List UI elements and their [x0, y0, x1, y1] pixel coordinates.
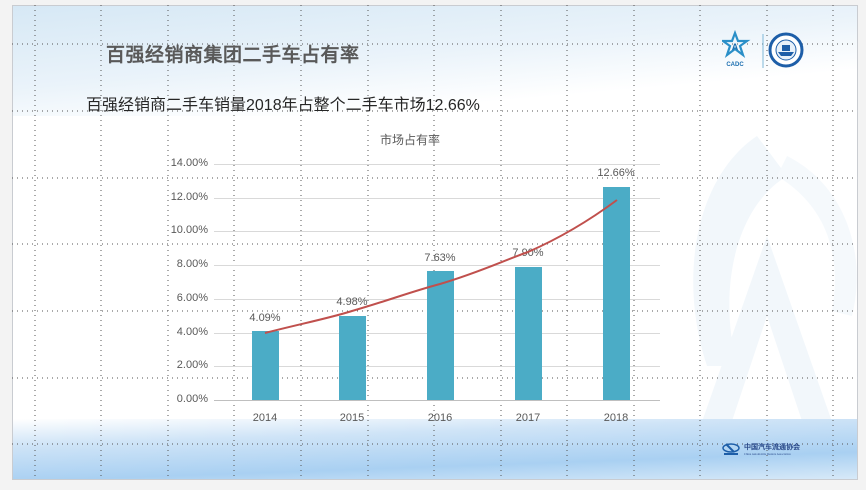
footer-org-name-en: China Automobile Dealers Association [744, 452, 791, 456]
chart-title: 市场占有率 [380, 133, 441, 147]
slide-title: 百强经销商集团二手车占有率 [106, 45, 360, 66]
data-label-2016: 7.63% [424, 252, 456, 264]
x-tick: 2018 [603, 412, 629, 424]
association-logo-icon [722, 443, 740, 455]
y-tick: 12.00% [170, 191, 208, 203]
data-label-2018: 12.66% [597, 167, 635, 179]
slide-subtitle: 百强经销商二手车销量2018年占整个二手车市场12.66% [86, 97, 480, 114]
header-logos: A CADC [719, 29, 822, 72]
data-label-2015: 4.98% [336, 296, 368, 308]
bar-2017 [515, 267, 542, 400]
gridline-14 [214, 164, 660, 165]
gridline-8 [214, 265, 660, 266]
bar-2016 [427, 271, 454, 400]
y-tick: 2.00% [176, 359, 208, 371]
x-tick: 2017 [515, 412, 541, 424]
footer-wave-background [13, 419, 857, 479]
svg-text:CADC: CADC [726, 62, 744, 68]
slide [12, 5, 858, 480]
x-axis-line [214, 400, 660, 401]
y-tick: 8.00% [176, 258, 208, 270]
footer-logo: 中国汽车流通协会 China Automobile Dealers Associ… [722, 442, 800, 456]
gridline-10 [214, 231, 660, 232]
gridline-12 [214, 198, 660, 199]
data-label-2014: 4.09% [249, 312, 281, 324]
y-tick: 14.00% [170, 157, 208, 169]
bar-2014 [252, 331, 279, 400]
bar-2018 [603, 187, 630, 400]
data-label-2017: 7.90% [512, 247, 544, 259]
footer-org-name: 中国汽车流通协会 [744, 443, 800, 451]
cadc-logo-icon: A CADC [719, 29, 804, 68]
bar-2015 [339, 316, 366, 400]
x-tick: 2016 [427, 412, 453, 424]
y-tick: 6.00% [176, 292, 208, 304]
y-tick: 0.00% [176, 393, 208, 405]
header-wave-background [13, 6, 857, 116]
watermark-logo-shape [693, 136, 857, 436]
svg-text:A: A [732, 42, 739, 52]
x-tick: 2015 [339, 412, 365, 424]
y-tick: 10.00% [170, 224, 208, 236]
y-tick: 4.00% [176, 326, 208, 338]
x-tick: 2014 [252, 412, 278, 424]
